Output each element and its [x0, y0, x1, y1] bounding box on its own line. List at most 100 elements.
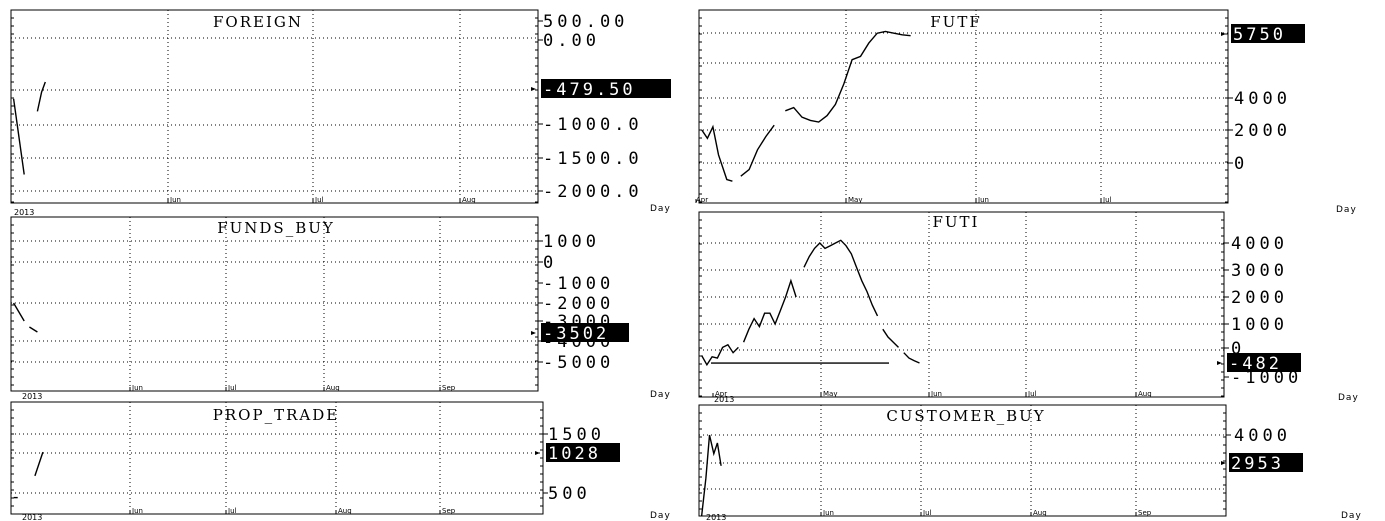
chart-customer-buy: CUSTOMER_BUY 2013 Jun Jul Aug Sep 4000 2953…: [698, 404, 1362, 521]
series-line: [701, 124, 733, 182]
y-tick-label: 2000: [1231, 288, 1288, 308]
x-tick-label: Aug: [1033, 509, 1047, 517]
current-value-arrow: [1221, 32, 1226, 36]
y-tick-label: -1500.0: [543, 149, 643, 169]
year-label: 2013: [714, 395, 734, 404]
current-value-arrow: [535, 451, 540, 455]
current-value-box: [1227, 353, 1301, 372]
current-value-label: -482: [1229, 354, 1282, 374]
x-tick-label: Jul: [314, 196, 324, 204]
current-value-box: [541, 79, 671, 98]
period-label: Day: [1336, 205, 1357, 215]
x-tick-label: Jun: [930, 390, 942, 398]
current-value-box: [1229, 453, 1303, 472]
x-tick-label: Jul: [922, 509, 932, 517]
x-tick-label: Sep: [1138, 509, 1152, 517]
series-line: [785, 30, 911, 123]
series-line: [12, 98, 25, 175]
series-line: [36, 81, 46, 112]
y-tick-label: 1000: [1231, 315, 1288, 335]
plot-frame: [10, 9, 539, 204]
x-tick-label: Jun: [169, 196, 181, 204]
chart-title: PROP_TRADE: [213, 406, 339, 424]
y-tick-label: 4000: [1231, 234, 1288, 254]
y-tick-label: 4000: [1234, 89, 1291, 109]
y-tick-label: 1000: [543, 232, 600, 252]
y-tick-label: -5000: [543, 353, 614, 373]
period-label: Day: [650, 390, 671, 400]
current-value-label: -3502: [543, 324, 609, 344]
period-label: Day: [650, 511, 671, 521]
chart-futf: FUTF Apr May Jun Jul 4000 2000 0 5750 Day: [695, 9, 1357, 215]
period-label: Day: [1341, 511, 1362, 521]
x-tick-label: May: [823, 390, 837, 398]
chart-futi: FUTI 2013 Apr May Jun Jul Aug 4000 3000 2000 10…: [698, 211, 1359, 404]
chart-panel-customer-buy: CUSTOMER_BUY 2013 Jun Jul Aug Sep 4000 2953…: [696, 404, 1381, 521]
plot-frame: [698, 211, 1225, 398]
current-value-box: [1231, 24, 1305, 43]
year-label: 2013: [14, 208, 34, 217]
y-tick-label: 0: [543, 253, 557, 273]
x-tick-label: Jul: [227, 384, 237, 392]
plot-frame: [10, 216, 539, 392]
y-tick-label: 0: [1234, 154, 1248, 174]
x-tick-label: Aug: [338, 507, 352, 515]
x-tick-label: Aug: [326, 384, 340, 392]
y-tick-label: 4000: [1234, 426, 1291, 446]
chart-title: FOREIGN: [213, 13, 303, 31]
chart-foreign: FOREIGN 2013 Jun Jul Aug 500.000.00 -1000.0…: [10, 9, 671, 217]
x-tick-label: Apr: [715, 390, 727, 398]
chart-panel-foreign: FOREIGN 2013 Jun Jul Aug 500.00 0.00 -1000.0…: [8, 5, 688, 217]
series-line: [700, 434, 722, 517]
chart-title: FUNDS_BUY: [217, 219, 335, 237]
chart-funds-buy: FUNDS_BUY 2013 Jun Jul Aug Sep 10000-1000-2…: [10, 216, 671, 401]
current-value-box: [541, 323, 629, 342]
plot-frame: [698, 9, 1229, 204]
current-value-arrow: [531, 87, 536, 91]
y-tick-label: -1000: [543, 274, 614, 294]
current-value-label: 2953: [1231, 454, 1284, 474]
series-line: [882, 328, 899, 348]
period-label: Day: [1338, 393, 1359, 403]
chart-title: FUTI: [933, 213, 980, 231]
chart-title: FUTF: [930, 13, 981, 31]
x-tick-label: Jul: [1027, 390, 1037, 398]
y-tick-label: 500.00: [543, 12, 628, 32]
x-tick-label: Apr: [696, 196, 708, 204]
chart-panel-funds-buy: FUNDS_BUY 2013 Jun Jul Aug Sep 1000 0 -1000 -2…: [8, 216, 688, 401]
y-tick-label: 3000: [1231, 261, 1288, 281]
series-line: [740, 124, 775, 177]
x-tick-label: Jun: [131, 507, 143, 515]
chart-title: CUSTOMER_BUY: [886, 407, 1045, 425]
y-tick-label: -1000.0: [543, 115, 643, 135]
x-tick-label: Aug: [1138, 390, 1152, 398]
series-line: [903, 352, 920, 364]
current-value-label: 1028: [548, 444, 601, 464]
x-tick-label: May: [848, 196, 862, 204]
current-value-label: -479.50: [543, 80, 636, 100]
current-value-arrow: [1221, 461, 1226, 465]
chart-panel-futi: FUTI 2013 Apr May Jun Jul Aug 4000 3000 2000 10…: [696, 211, 1381, 405]
series-line: [700, 343, 739, 367]
year-label: 2013: [22, 392, 42, 401]
x-tick-label: Sep: [442, 384, 456, 392]
x-tick-label: Sep: [442, 507, 456, 515]
year-label: 2013: [706, 513, 726, 521]
y-tick-label: -1000: [1231, 368, 1302, 388]
series-line: [742, 278, 797, 343]
y-tick-label: 1500: [548, 425, 605, 445]
x-tick-label: Jun: [822, 509, 834, 517]
chart-panel-prop-trade: PROP_TRADE 2013 Jun Jul Aug Sep 1500 500 102…: [8, 401, 688, 521]
series-line: [12, 302, 25, 322]
current-value-box: [546, 443, 620, 462]
x-tick-label: Jun: [131, 384, 143, 392]
y-tick-label: -2000: [543, 294, 614, 314]
series-line: [29, 326, 38, 333]
y-tick-label: 500: [548, 484, 591, 504]
series-line: [803, 239, 879, 317]
x-tick-label: Jul: [1102, 196, 1112, 204]
period-label: Day: [650, 204, 671, 214]
series-line: [34, 451, 44, 477]
current-value-arrow: [1217, 361, 1222, 365]
year-label: 2013: [22, 513, 42, 521]
